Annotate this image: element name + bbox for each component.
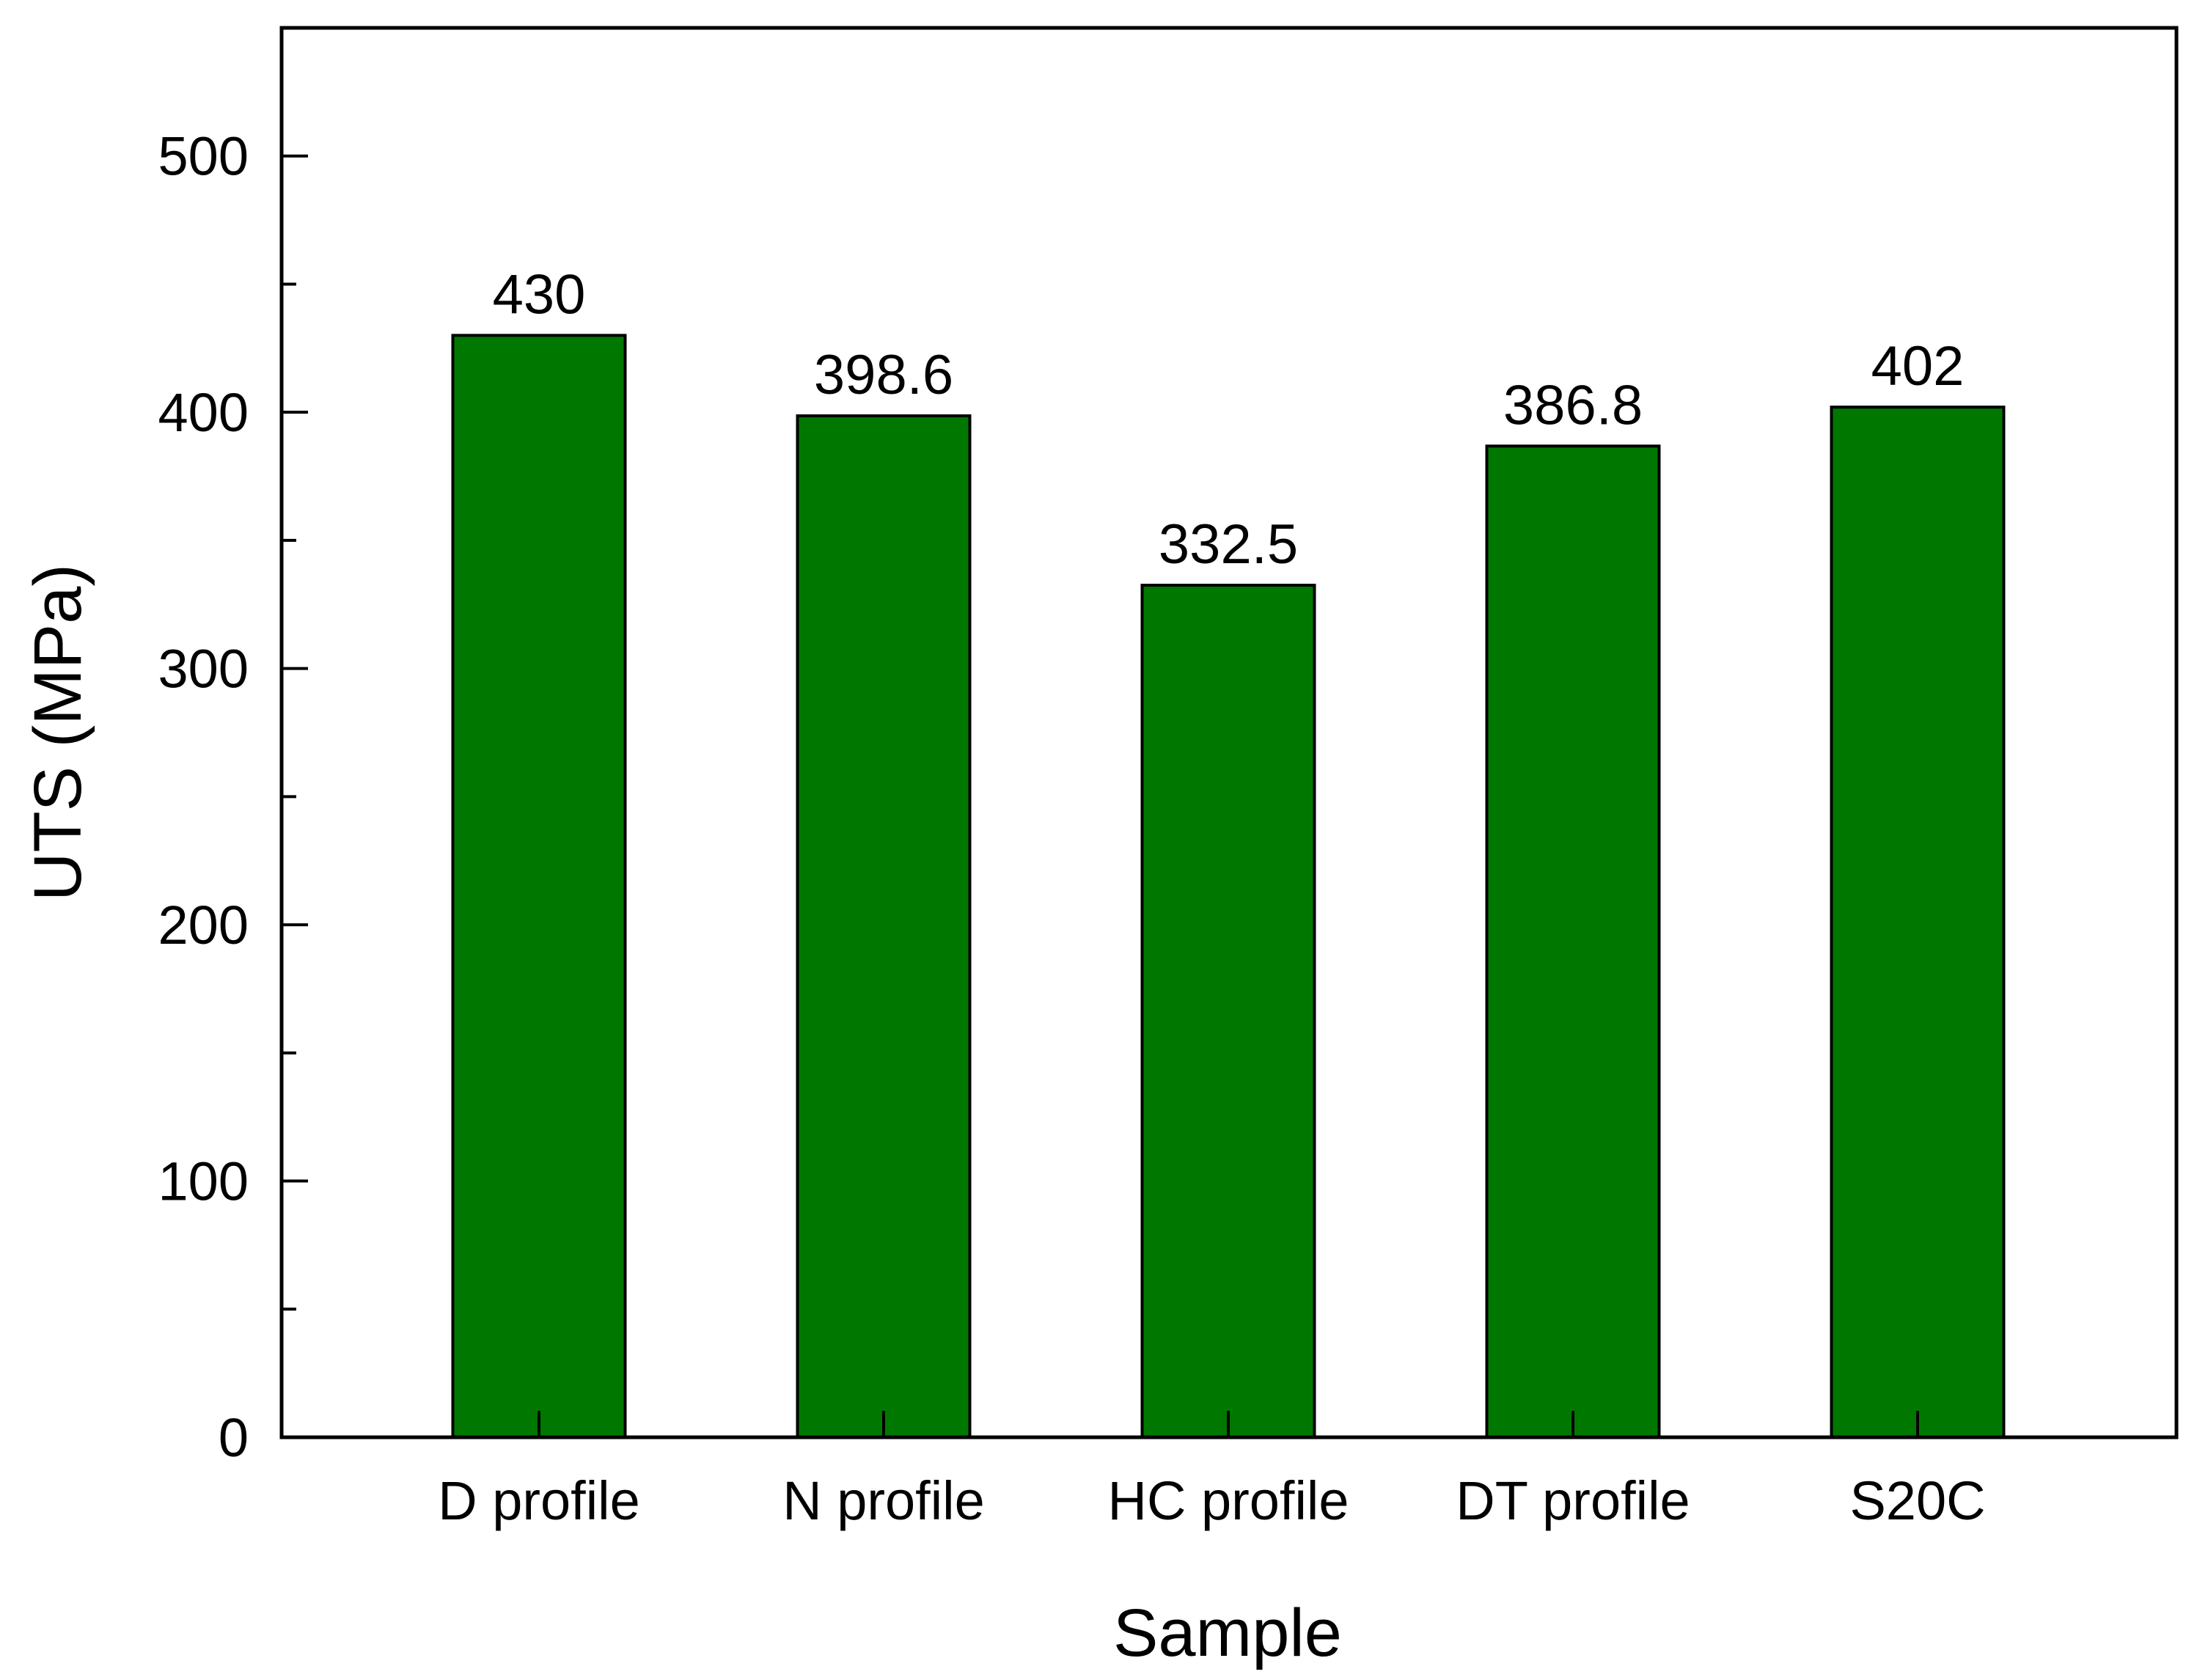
bar-2 (1140, 584, 1316, 1439)
bar-3 (1485, 444, 1661, 1439)
y-tick-label-1: 100 (158, 1151, 249, 1212)
x-tick-label-3: DT profile (1456, 1470, 1690, 1531)
y-tick-label-5: 500 (158, 126, 249, 187)
x-tick-label-1: N profile (782, 1470, 985, 1531)
bar-0 (451, 334, 627, 1439)
bar-value-label-1: 398.6 (814, 344, 953, 406)
bars-layer (451, 334, 2006, 1439)
y-tick-label-2: 200 (158, 895, 249, 955)
bar-value-label-3: 386.8 (1503, 374, 1643, 436)
plot-frame (279, 26, 2179, 1439)
y-tick-label-3: 300 (158, 639, 249, 700)
bar-1 (796, 414, 972, 1439)
y-tick-label-4: 400 (158, 382, 249, 443)
y-tick-label-0: 0 (219, 1407, 249, 1468)
bar-4 (1830, 406, 2006, 1439)
x-tick-label-4: S20C (1849, 1470, 1985, 1531)
x-axis-title: Sample (1113, 1596, 1342, 1670)
bar-value-label-2: 332.5 (1159, 513, 1298, 576)
labels-layer: 430 D profile 398.6 N profile 332.5 HC profil… (158, 126, 1986, 1531)
bar-value-label-4: 402 (1871, 335, 1965, 397)
x-tick-label-0: D profile (438, 1470, 640, 1531)
bar-value-label-0: 430 (493, 263, 586, 326)
x-tick-label-2: HC profile (1108, 1470, 1349, 1531)
y-axis-title: UTS (MPa) (21, 564, 95, 901)
